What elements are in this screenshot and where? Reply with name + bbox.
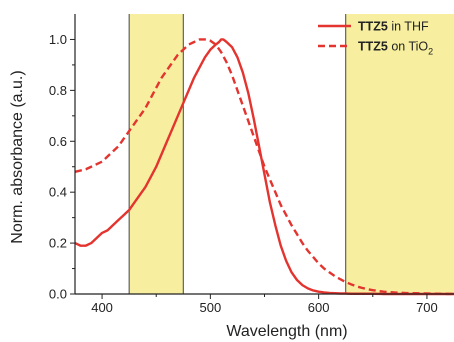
y-axis-label: Norm. absorbance (a.u.) xyxy=(9,70,26,243)
legend-label-subscript: 2 xyxy=(428,47,433,57)
y-tick-label: 0.0 xyxy=(49,287,67,302)
x-tick-label: 500 xyxy=(200,300,222,315)
x-tick-label: 700 xyxy=(416,300,438,315)
series-line-2 xyxy=(74,38,454,296)
series-line-1 xyxy=(74,38,454,296)
highlight-regions xyxy=(128,14,454,294)
legend-label-rest: on TiO xyxy=(388,40,429,54)
y-tick-label: 0.2 xyxy=(49,236,67,251)
x-tick-label: 600 xyxy=(308,300,330,315)
series-group xyxy=(74,38,454,296)
y-tick-label: 0.6 xyxy=(49,134,67,149)
highlight-region-1 xyxy=(129,14,184,294)
legend-label-bold: TTZ5 xyxy=(358,20,388,34)
x-tick-label: 400 xyxy=(91,300,113,315)
y-tick-label: 0.8 xyxy=(49,83,67,98)
legend-label-2: TTZ5 on TiO2 xyxy=(358,40,433,57)
highlight-region-2 xyxy=(345,14,454,294)
y-tick-label: 0.4 xyxy=(49,185,67,200)
y-tick-label: 1.0 xyxy=(49,32,67,47)
legend-label-1: TTZ5 in THF xyxy=(358,20,429,34)
x-axis-label: Wavelength (nm) xyxy=(226,323,347,340)
legend-label-bold: TTZ5 xyxy=(358,40,388,54)
legend-label-rest: in THF xyxy=(388,20,429,34)
ticks-group: 400 500 600 700 0.0 0.2 0.4 0.6 0.8 1.0 xyxy=(49,32,438,315)
